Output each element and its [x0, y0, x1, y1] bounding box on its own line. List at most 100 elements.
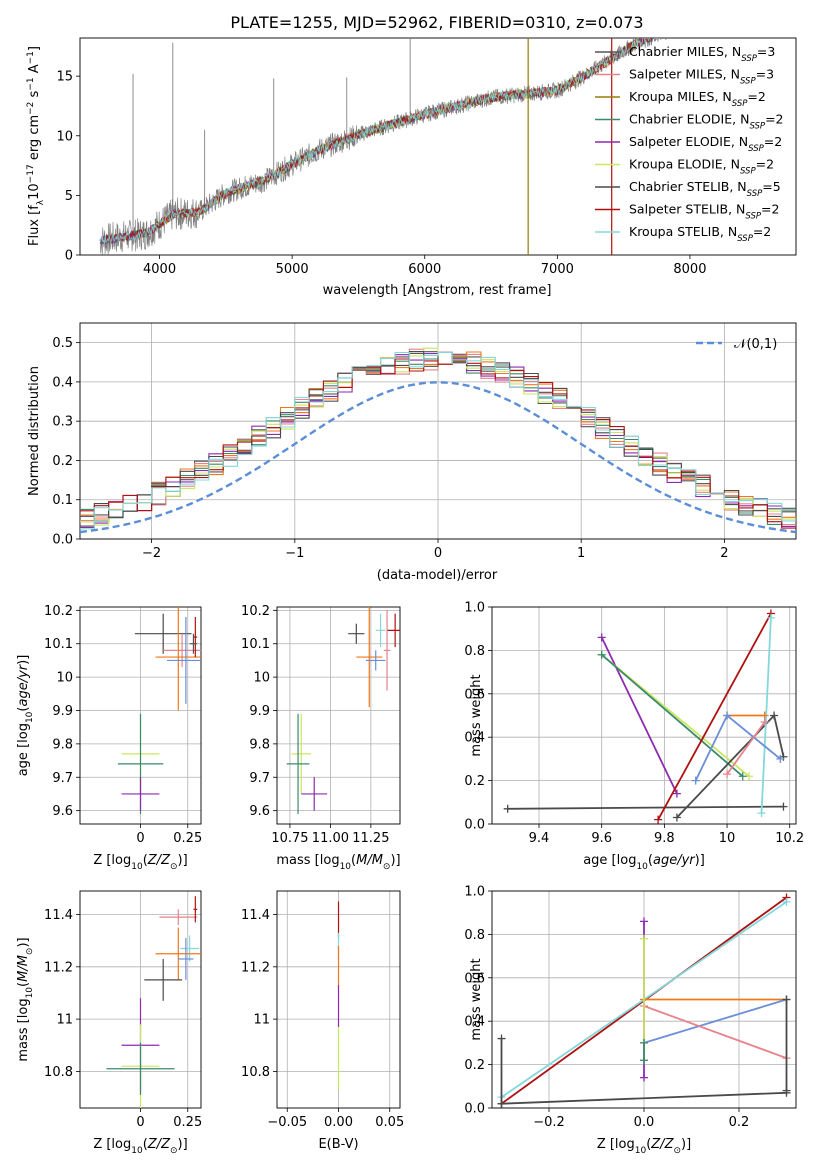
label-part: E(B-V) — [318, 1137, 358, 1152]
weight-line — [643, 1005, 787, 1059]
x-tick-label: 9.6 — [591, 831, 612, 846]
label-part: ( — [16, 982, 31, 987]
y-tick-label: 0.0 — [52, 533, 73, 548]
weight-line — [507, 805, 784, 810]
legend-name: Chabrier ELODIE, N — [629, 112, 749, 127]
y-tick-label: 10.8 — [44, 1065, 73, 1080]
y-tick-label: 9.8 — [52, 737, 73, 752]
data-point — [375, 613, 386, 648]
axes-frame — [79, 606, 202, 825]
weight-marker — [723, 711, 732, 720]
weight-marker — [640, 1073, 648, 1082]
normal-curve — [80, 381, 796, 534]
weight-marker — [782, 1086, 791, 1095]
label-part: 10 — [25, 711, 35, 723]
x-tick-label: 0.25 — [173, 1115, 202, 1130]
label-part: 10 — [131, 1146, 143, 1156]
x-tick-label: 0 — [434, 546, 442, 561]
x-tick-label: 11.25 — [352, 831, 389, 846]
label-part: −1 — [26, 51, 36, 64]
label-part: −2 — [26, 102, 36, 115]
data-point — [348, 623, 365, 644]
y-tick-label: 0.8 — [464, 644, 485, 659]
axes-frame — [276, 606, 401, 825]
y-tick-label: 10 — [253, 671, 270, 686]
y-tick-label: 10 — [56, 671, 73, 686]
weight-marker — [672, 789, 681, 798]
x-tick-label: 7000 — [541, 262, 574, 277]
data-point — [193, 617, 198, 658]
y-tick-label: 0.6 — [464, 971, 485, 986]
data-point — [291, 713, 311, 794]
label-part: ⊙ — [383, 862, 391, 872]
weight-marker — [757, 809, 766, 818]
weight_vs_z-panel: −0.2 0.0 0.2 0.0 0.2 0.4 0.6 0.8 1.0 Z [log10(Z/Z… — [464, 885, 797, 1156]
label-part: ⊙ — [25, 948, 35, 956]
weight-marker — [723, 770, 732, 779]
y-tick-label: 9.7 — [249, 771, 270, 786]
data-point — [189, 633, 198, 654]
legend-name: Chabrier STELIB, N — [629, 179, 747, 194]
y-tick-label: 9.8 — [249, 737, 270, 752]
label-part: −1 — [26, 77, 36, 90]
y-tick-label: 0.4 — [464, 1015, 485, 1030]
x-axis-label: E(B-V) — [318, 1137, 358, 1152]
data-point — [155, 607, 201, 711]
weight-line — [657, 613, 772, 821]
x-tick-label: 10.75 — [271, 831, 308, 846]
data-point — [166, 617, 201, 704]
weight-marker — [760, 718, 769, 727]
data-point — [106, 1042, 175, 1095]
weight-marker — [640, 1056, 648, 1065]
y-tick-label: 9.9 — [52, 704, 73, 719]
legend-name: Salpeter ELODIE, N — [629, 134, 748, 149]
x-axis-label: Z [log10(Z/Z⊙)] — [93, 1137, 187, 1156]
residuals-panel: −2 −1 0 1 2 0.0 0.1 0.2 0.3 0.4 0.5 𝒩(0,1) (data-mod… — [27, 322, 797, 583]
y-tick-label: 10.2 — [44, 604, 73, 619]
figure-title: PLATE=1255, MJD=52962, FIBERID=0310, z=0… — [230, 13, 643, 32]
x-tick-label: 11.00 — [312, 831, 349, 846]
y-tick-label: 10.1 — [241, 637, 270, 652]
y-tick-label: 11.4 — [241, 908, 270, 923]
mass_vs_z-plot-area — [106, 896, 201, 1108]
weight-line — [601, 654, 744, 777]
axes-frame — [79, 37, 797, 256]
label-part: ( — [143, 1137, 148, 1152]
label-part: mass [log — [276, 853, 339, 868]
label-part: ] — [27, 46, 42, 51]
legend-count: =2 — [764, 134, 782, 149]
y-tick-label: 0.2 — [464, 1058, 485, 1073]
label-part: erg cm — [27, 115, 42, 164]
data-point — [356, 607, 383, 708]
label-part: ⊙ — [673, 1146, 681, 1156]
label-part: ( — [16, 707, 31, 712]
data-point — [366, 650, 386, 671]
weight-marker — [597, 633, 606, 642]
data-point — [301, 777, 328, 811]
legend-label: Salpeter STELIB, NSSP=2 — [629, 202, 779, 222]
age_vs_mass-panel: 10.75 11.00 11.25 9.6 9.7 9.8 9.9 10 10.1 10.2 mas… — [241, 604, 401, 872]
label-part: s — [27, 90, 42, 101]
x-tick-label: 4000 — [143, 262, 176, 277]
x-tick-label: 0.25 — [173, 831, 202, 846]
age_vs_z-plot-area — [117, 607, 201, 814]
weight-marker — [640, 1038, 648, 1047]
data-point — [163, 633, 201, 668]
legend-name: Salpeter MILES, N — [629, 67, 740, 82]
x-tick-label: 1 — [577, 546, 585, 561]
residual-histogram — [80, 358, 796, 529]
observed-spectrum — [99, 38, 667, 255]
legend-count: =2 — [747, 89, 765, 104]
x-tick-label: 8000 — [673, 262, 706, 277]
label-part: )] — [681, 1137, 691, 1152]
data-point — [134, 613, 192, 654]
legend-name: Kroupa STELIB, N — [629, 224, 737, 239]
legend-name: Salpeter STELIB, N — [629, 202, 745, 217]
legend-count: =2 — [761, 202, 779, 217]
x-axis-label: Z [log10(Z/Z⊙)] — [597, 1137, 691, 1156]
y-tick-label: 11.2 — [44, 960, 73, 975]
legend-label: Kroupa MILES, NSSP=2 — [629, 89, 766, 109]
weight-marker — [782, 897, 791, 906]
y-tick-label: 0.2 — [52, 454, 73, 469]
